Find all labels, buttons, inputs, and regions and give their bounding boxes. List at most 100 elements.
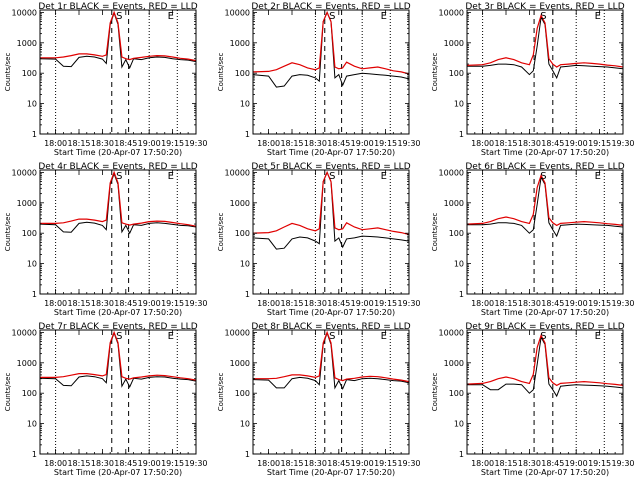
- y-tick-label: 10: [240, 420, 250, 429]
- y-tick-label: 10: [27, 420, 37, 429]
- y-tick-label: 10000: [12, 328, 37, 337]
- x-tick-label: 18:00: [471, 459, 494, 468]
- x-tick-label: 19:30: [397, 459, 420, 468]
- marker-label-e: E: [595, 11, 601, 22]
- y-tick-label: 10: [454, 260, 464, 269]
- panel-title: Det 9r BLACK = Events, RED = LLD: [465, 322, 624, 332]
- x-tick-label: 18:45: [541, 299, 564, 308]
- x-tick-label: 18:30: [304, 299, 327, 308]
- lld-series-line: [40, 170, 196, 227]
- y-tick-label: 100: [22, 389, 37, 398]
- y-tick-label: 1: [32, 290, 37, 299]
- events-series-line: [40, 331, 196, 389]
- marker-label-e: E: [168, 11, 174, 22]
- x-tick-label: 18:45: [541, 139, 564, 148]
- y-axis-title: Counts/sec: [431, 373, 439, 412]
- y-axis-title: Counts/sec: [431, 213, 439, 252]
- y-tick-label: 1: [32, 130, 37, 139]
- marker-label-s: S: [329, 331, 335, 342]
- marker-label-s: S: [329, 11, 335, 22]
- x-tick-label: 18:15: [280, 299, 303, 308]
- x-tick-label: 18:30: [91, 139, 114, 148]
- lld-series-line: [253, 10, 409, 75]
- y-tick-label: 10000: [225, 168, 250, 177]
- y-tick-label: 10000: [225, 8, 250, 17]
- lld-series-line: [467, 333, 623, 387]
- x-tick-label: 18:30: [518, 299, 541, 308]
- lld-series-line: [253, 330, 409, 383]
- x-axis-title: Start Time (20-Apr-07 17:50:20): [481, 148, 609, 157]
- y-tick-label: 1000: [17, 39, 37, 48]
- marker-label-e: E: [381, 331, 387, 342]
- marker-label-e: E: [595, 171, 601, 182]
- marker-label-s: S: [540, 171, 546, 182]
- x-tick-label: 18:15: [494, 139, 517, 148]
- lld-series-line: [40, 10, 196, 62]
- y-tick-label: 10000: [439, 8, 464, 17]
- y-tick-label: 1: [245, 450, 250, 459]
- x-tick-label: 18:30: [518, 459, 541, 468]
- y-tick-label: 10: [27, 260, 37, 269]
- x-tick-label: 18:00: [257, 139, 280, 148]
- y-tick-label: 10000: [439, 328, 464, 337]
- panel-title: Det 8r BLACK = Events, RED = LLD: [251, 322, 410, 332]
- x-tick-label: 19:15: [588, 459, 611, 468]
- y-tick-label: 1000: [444, 39, 464, 48]
- x-tick-label: 18:15: [494, 299, 517, 308]
- panel-title: Det 6r BLACK = Events, RED = LLD: [465, 162, 624, 172]
- x-tick-label: 18:15: [494, 459, 517, 468]
- marker-label-e: E: [381, 11, 387, 22]
- y-tick-label: 10000: [225, 328, 250, 337]
- x-tick-label: 19:30: [611, 139, 634, 148]
- x-tick-label: 18:00: [44, 139, 67, 148]
- x-tick-label: 18:00: [44, 299, 67, 308]
- y-tick-label: 1000: [17, 199, 37, 208]
- y-tick-label: 1000: [230, 359, 250, 368]
- y-axis-title: Counts/sec: [431, 53, 439, 92]
- x-tick-label: 18:30: [518, 139, 541, 148]
- x-tick-label: 18:45: [114, 139, 137, 148]
- x-tick-label: 19:00: [138, 299, 161, 308]
- panel-title: Det 3r BLACK = Events, RED = LLD: [465, 2, 624, 12]
- y-axis-title: Counts/sec: [4, 213, 12, 252]
- y-tick-label: 10: [27, 100, 37, 109]
- marker-label-e: E: [168, 171, 174, 182]
- x-tick-label: 19:00: [138, 459, 161, 468]
- y-axis-title: Counts/sec: [4, 53, 12, 92]
- x-tick-label: 19:15: [161, 299, 184, 308]
- lld-series-line: [467, 13, 623, 68]
- y-tick-label: 10000: [12, 8, 37, 17]
- x-tick-label: 19:00: [351, 299, 374, 308]
- y-tick-label: 1: [32, 450, 37, 459]
- x-tick-label: 19:15: [161, 459, 184, 468]
- marker-label-e: E: [595, 331, 601, 342]
- x-tick-label: 19:30: [611, 299, 634, 308]
- y-axis-title: Counts/sec: [217, 373, 225, 412]
- x-tick-label: 18:45: [114, 299, 137, 308]
- y-tick-label: 10: [454, 420, 464, 429]
- marker-label-s: S: [116, 11, 122, 22]
- x-tick-label: 19:15: [374, 299, 397, 308]
- x-tick-label: 18:45: [541, 459, 564, 468]
- x-tick-label: 18:45: [327, 139, 350, 148]
- y-tick-label: 1000: [230, 39, 250, 48]
- y-tick-label: 100: [449, 69, 464, 78]
- panel-title: Det 4r BLACK = Events, RED = LLD: [38, 162, 197, 172]
- y-tick-label: 1000: [230, 199, 250, 208]
- panel-title: Det 2r BLACK = Events, RED = LLD: [251, 2, 410, 12]
- x-tick-label: 18:15: [280, 139, 303, 148]
- x-tick-label: 19:15: [374, 139, 397, 148]
- y-tick-label: 1: [459, 450, 464, 459]
- events-series-line: [40, 11, 196, 70]
- marker-label-e: E: [381, 171, 387, 182]
- x-axis-title: Start Time (20-Apr-07 17:50:20): [267, 148, 395, 157]
- y-tick-label: 1: [459, 130, 464, 139]
- x-tick-label: 19:00: [565, 459, 588, 468]
